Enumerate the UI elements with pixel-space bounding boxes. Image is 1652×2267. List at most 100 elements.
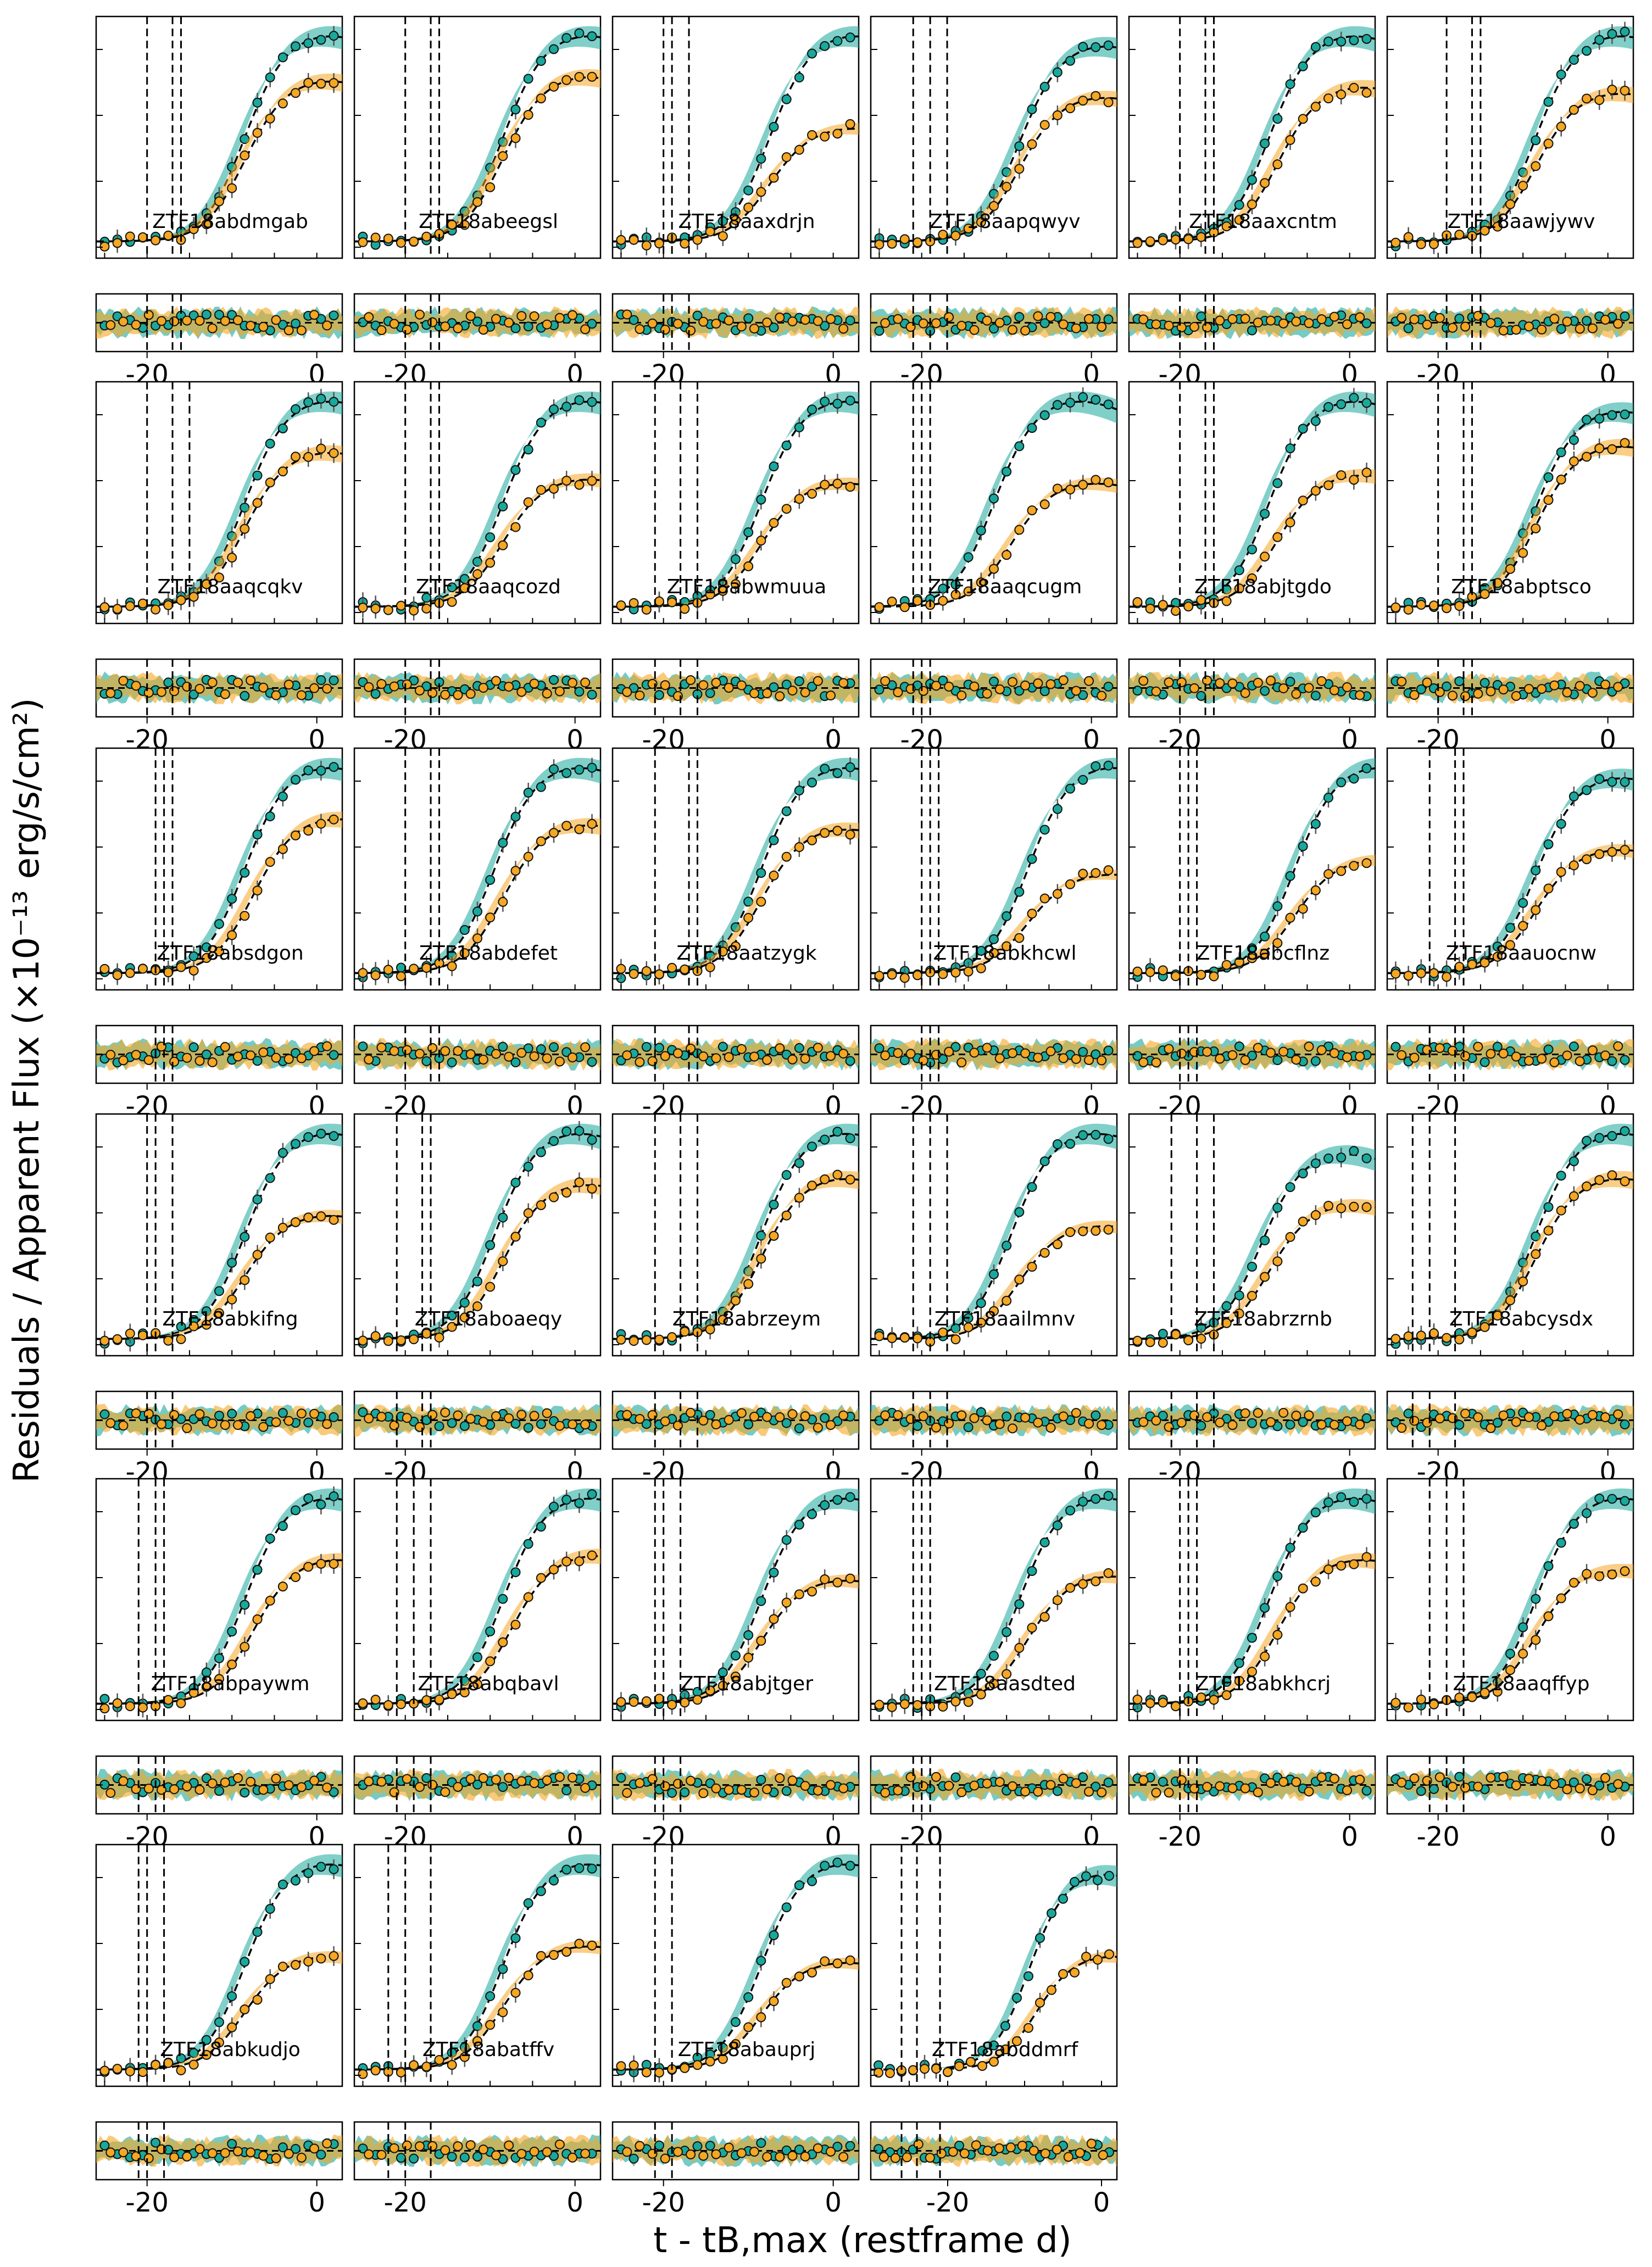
band-g-residual-point [370,689,381,699]
band-r-data-point [1505,199,1515,209]
band-g-residual-point [421,1056,432,1066]
band-r-residual-point [1342,682,1353,693]
band-g-data-point [510,1177,521,1188]
band-r-residual-point [427,1410,438,1420]
band-r-residual-point [118,1421,129,1431]
band-r-data-point [1052,1595,1063,1606]
band-r-residual-point [893,1785,903,1796]
band-r-data-point [252,885,263,896]
band-g-data-point [1027,854,1037,864]
band-r-residual-point [1291,1777,1301,1787]
band-r-residual-point [1007,1048,1017,1059]
band-g-data-point [1285,443,1295,454]
band-r-data-point [1416,968,1426,978]
band-g-residual-point [781,1418,792,1428]
band-g-data-point [549,764,559,775]
band-r-residual-point [1176,1775,1187,1785]
band-g-data-point [99,1694,110,1704]
band-r-residual-point [296,1053,307,1063]
band-r-residual-point [1304,1786,1314,1797]
band-r-residual-point [1063,2152,1073,2162]
band-r-data-point [1091,1576,1101,1586]
band-g-data-point [549,1501,559,1512]
band-r-data-point [1298,904,1308,914]
band-r-residual-point [1409,1416,1420,1426]
band-g-data-point [781,1902,792,1913]
band-g-residual-point [1568,1041,1579,1051]
band-r-data-point [510,133,521,143]
band-g-data-point [1582,415,1592,425]
band-r-data-point [705,1324,715,1335]
band-r-data-point [188,224,199,235]
band-r-data-point [1349,1201,1359,1212]
band-r-data-point [899,1333,910,1343]
band-r-data-point [705,962,715,972]
band-r-data-point [396,1699,406,1709]
band-g-data-point [1093,1875,1103,1886]
band-g-data-point [549,44,559,54]
band-r-residual-point [762,318,772,328]
band-g-residual-point [536,1419,546,1429]
band-g-data-point [1607,29,1617,39]
band-r-residual-point [427,2141,438,2151]
band-r-residual-point [672,319,683,329]
band-r-residual-point [258,1785,269,1795]
band-g-data-point [329,1491,339,1501]
band-r-residual-point [194,1056,205,1066]
band-r-residual-point [1600,1773,1611,1783]
band-r-data-point [303,452,314,462]
band-r-residual-point [207,1778,218,1789]
band-r-data-point [1196,970,1206,980]
band-r-data-point [845,1174,855,1185]
band-r-data-point [832,478,843,489]
band-g-residual-point [549,675,559,685]
band-r-data-point [1065,1227,1076,1238]
band-r-residual-point [800,687,810,698]
band-r-residual-point [982,1415,992,1425]
band-g-data-point [1594,414,1605,424]
band-r-residual-point [131,1050,141,1060]
band-r-residual-point [1473,1781,1483,1792]
band-r-data-point [574,1177,585,1188]
band-r-residual-point [959,2148,970,2159]
band-g-residual-point [277,2142,288,2153]
band-r-residual-point [890,2153,900,2163]
band-r-data-point [654,2068,664,2078]
band-r-data-point [188,2059,199,2070]
band-g-data-point [769,461,779,472]
band-r-data-point [874,602,885,612]
band-g-data-point [587,31,597,41]
band-r-residual-point [529,1051,539,1061]
band-r-data-point [1556,121,1566,132]
band-r-residual-point [1058,319,1069,330]
y-axis-label: Residuals / Apparent Flux (×10⁻¹³ erg/s/… [7,698,47,1483]
band-r-residual-point [364,2149,374,2159]
band-g-data-point [421,593,432,603]
band-r-data-point [1336,90,1347,100]
band-r-residual-point [969,1048,980,1058]
band-r-data-point [832,129,843,139]
band-r-data-point [240,1275,250,1285]
band-r-residual-point [1291,689,1301,699]
band-r-data-point [743,202,754,213]
band-r-data-point [1582,93,1592,104]
band-r-residual-point [775,1412,785,1422]
band-g-data-point [1582,46,1592,56]
band-g-residual-point [447,2152,457,2162]
band-r-data-point [1310,102,1321,112]
band-g-data-point [329,1864,339,1874]
band-r-residual-point [1215,1781,1225,1791]
band-r-data-point [1594,849,1605,859]
band-g-data-point [756,494,766,505]
band-r-residual-point [1071,686,1081,696]
band-r-residual-point [568,1419,578,1430]
band-g-data-point [523,1161,533,1172]
band-r-residual-point [1202,1412,1212,1422]
band-g-data-point [989,493,999,504]
band-r-residual-point [402,679,412,689]
band-r-residual-point [1409,1052,1420,1063]
band-g-residual-point [743,313,754,324]
band-r-residual-point [296,1782,307,1792]
band-r-data-point [1543,1611,1554,1622]
band-r-data-point [1518,1276,1528,1286]
